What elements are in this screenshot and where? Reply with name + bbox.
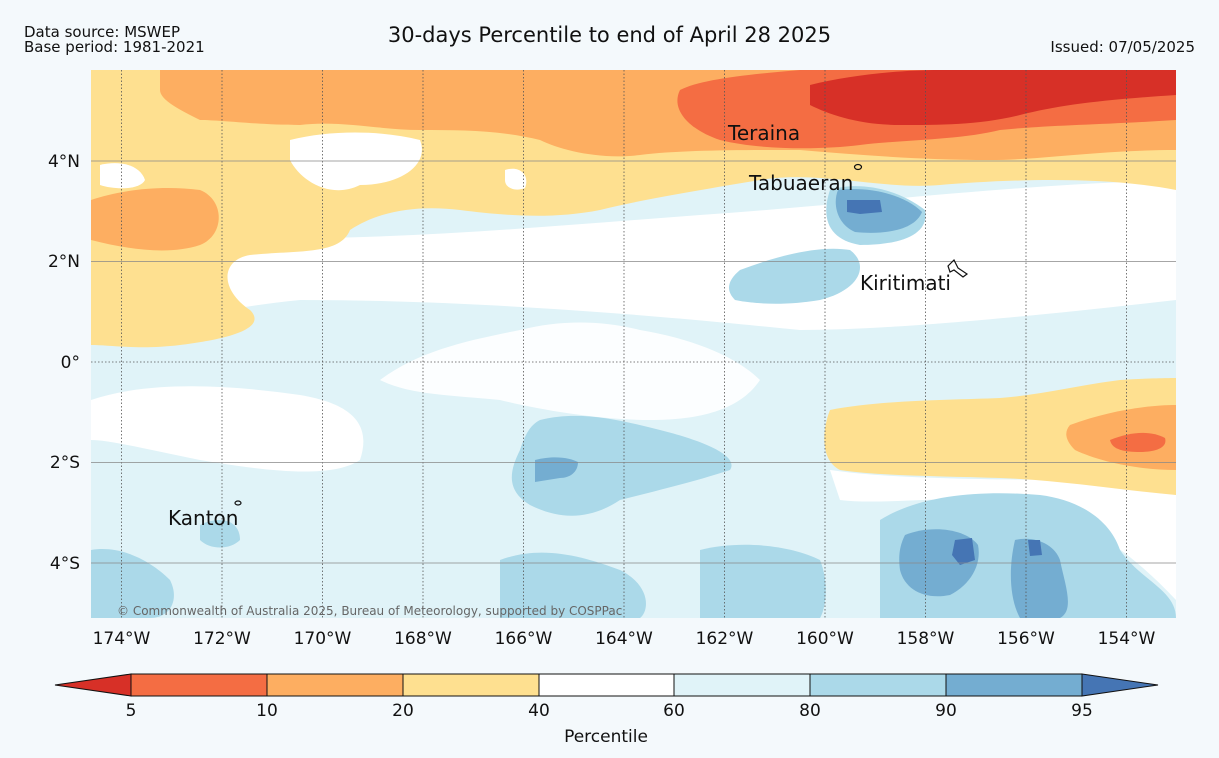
field-blue-south-b [700,544,826,618]
colorbar-label: Percentile [564,727,648,747]
field-white-hole-b [100,163,145,189]
lon-tick-label: 172°W [193,629,251,649]
colorbar-segment [945,673,1083,697]
field-blue-kanton [200,520,240,548]
field-yellow-south [824,378,1176,495]
place-label-kiritimati: Kiritimati [860,271,951,295]
copyright-notice: © Commonwealth of Australia 2025, Bureau… [117,604,622,618]
colorbar-segment [809,673,947,697]
lon-tick-label: 164°W [595,629,653,649]
colorbar-tick-label: 5 [126,701,137,721]
field-deepblue-a [847,200,882,214]
base-period-text: Base period: 1981-2021 [24,38,205,56]
field-deepblue-c [1028,540,1042,556]
field-blue-mid [728,248,860,304]
colorbar-high-extend [1081,673,1159,697]
issued-date: Issued: 07/05/2025 [1050,38,1195,56]
lon-tick-label: 154°W [1098,629,1156,649]
field-deepblue-b [952,538,975,565]
data-source-text: Data source: MSWEP [24,23,181,41]
colorbar-tick-label: 80 [799,701,821,721]
lon-tick-label: 166°W [495,629,553,649]
lon-tick-label: 158°W [897,629,955,649]
parallel-lines [91,160,1176,564]
percentile-field: © Commonwealth of Australia 2025, Bureau… [91,70,1176,618]
field-white-southeast [830,470,1176,600]
colorbar-segment [673,673,811,697]
longitude-tick-labels: 174°W 172°W 170°W 168°W 166°W 164°W 162°… [93,629,1156,649]
field-orange-west [91,188,219,251]
colorbar-tick-label: 60 [663,701,685,721]
lat-tick-label: 4°S [50,554,80,574]
lat-tick-label: 0° [61,353,80,373]
field-white-center [380,322,760,420]
lon-tick-label: 162°W [696,629,754,649]
lon-tick-label: 156°W [997,629,1055,649]
colorbar-segment [402,673,540,697]
island-outlines [234,163,969,506]
field-white-west [91,386,364,472]
lon-tick-label: 170°W [294,629,352,649]
field-blue-southwest [91,549,174,618]
lon-tick-label: 168°W [394,629,452,649]
field-blue-south-center [511,415,732,516]
colorbar-low-extend [54,673,132,697]
colorbar-tick-label: 95 [1071,701,1093,721]
latitude-tick-labels: 4°N 2°N 0° 2°S 4°S [48,152,80,574]
lat-tick-label: 2°S [50,453,80,473]
colorbar-tick-label: 90 [935,701,957,721]
field-white-hole-c [505,168,527,190]
field-red-north [810,70,1176,125]
colorbar-tick-label: 40 [528,701,550,721]
page-title: 30-days Percentile to end of April 28 20… [387,23,832,47]
colorbar-segment [266,673,404,697]
place-label-tabuaeran: Tabuaeran [748,171,853,195]
lon-tick-label: 174°W [93,629,151,649]
colorbar: 5 10 20 40 60 80 90 95 Percentile [54,673,1159,747]
colorbar-segment [130,673,268,697]
field-darkblue-se-b [1010,538,1068,618]
colorbar-tick-label: 10 [256,701,278,721]
field-red-orange-south [1110,432,1166,452]
lon-tick-label: 160°W [796,629,854,649]
lat-tick-label: 4°N [48,152,80,172]
place-label-teraina: Teraina [727,121,800,145]
field-darkblue-center [535,457,578,482]
lat-tick-label: 2°N [48,252,80,272]
colorbar-segment [538,673,675,697]
colorbar-tick-label: 20 [392,701,414,721]
place-label-kanton: Kanton [168,506,238,530]
field-blue-south [500,552,646,618]
